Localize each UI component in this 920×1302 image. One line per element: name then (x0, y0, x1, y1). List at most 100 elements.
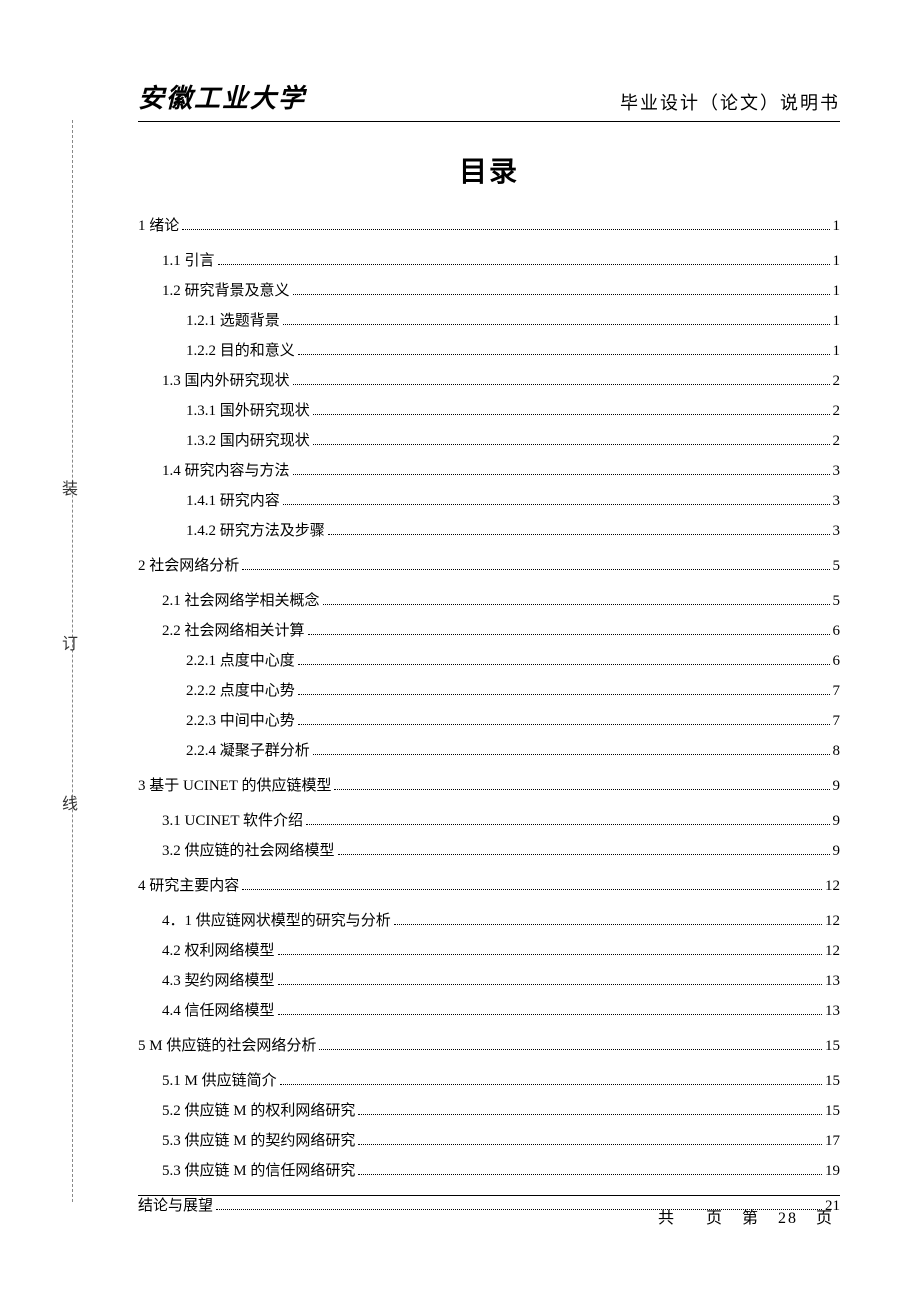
toc-entry-label: 1.2.1 选题背景 (186, 309, 280, 330)
toc-entry-label: 1.2.2 目的和意义 (186, 339, 295, 360)
toc-entry-page: 12 (825, 878, 840, 895)
toc-title: 目录 (138, 150, 840, 190)
footer-total-prefix: 共 (658, 1210, 676, 1227)
toc-leader (242, 557, 829, 571)
toc-leader (278, 1002, 822, 1016)
toc-entry-page: 13 (825, 1003, 840, 1020)
toc-entry: 3 基于 UCINET 的供应链模型 9 (138, 774, 840, 795)
table-of-contents: 1 绪论11.1 引言11.2 研究背景及意义11.2.1 选题背景11.2.2… (138, 214, 840, 1215)
toc-entry-label: 4.4 信任网络模型 (162, 999, 275, 1020)
toc-entry-label: 3 基于 UCINET 的供应链模型 (138, 774, 331, 795)
toc-entry: 1.3.1 国外研究现状2 (186, 399, 840, 420)
toc-entry-label: 1.2 研究背景及意义 (162, 279, 290, 300)
footer-current-page: 28 (778, 1210, 798, 1227)
toc-entry-label: 4 研究主要内容 (138, 874, 239, 895)
toc-leader (293, 462, 830, 476)
toc-entry-page: 6 (833, 653, 841, 670)
toc-entry: 2.2.3 中间中心势 7 (186, 709, 840, 730)
toc-entry-label: 1 绪论 (138, 214, 179, 235)
toc-leader (358, 1102, 822, 1116)
toc-entry-page: 1 (833, 283, 841, 300)
toc-entry-page: 1 (833, 343, 841, 360)
toc-entry-page: 7 (833, 683, 841, 700)
header-doc-type: 毕业设计（论文）说明书 (620, 89, 840, 115)
toc-leader (328, 522, 830, 536)
toc-entry: 2 社会网络分析5 (138, 554, 840, 575)
toc-leader (298, 712, 830, 726)
footer-page-unit-2: 页 (816, 1210, 834, 1227)
toc-leader (306, 812, 830, 826)
toc-entry-label: 2.2.2 点度中心势 (186, 679, 295, 700)
page-body: 安徽工业大学 毕业设计（论文）说明书 目录 1 绪论11.1 引言11.2 研究… (138, 78, 840, 1242)
toc-entry: 4.4 信任网络模型 13 (162, 999, 840, 1020)
toc-entry-page: 1 (833, 253, 841, 270)
toc-entry: 1.4.1 研究内容3 (186, 489, 840, 510)
toc-entry-label: 3.1 UCINET 软件介绍 (162, 809, 303, 830)
toc-entry-page: 2 (833, 433, 841, 450)
toc-entry-page: 3 (833, 463, 841, 480)
toc-entry: 2.2 社会网络相关计算6 (162, 619, 840, 640)
toc-entry: 4.3 契约网络模型13 (162, 969, 840, 990)
toc-leader (182, 217, 829, 231)
toc-entry-page: 1 (833, 313, 841, 330)
toc-entry: 2.1 社会网络学相关概念5 (162, 589, 840, 610)
toc-entry-label: 4．1 供应链网状模型的研究与分析 (162, 909, 391, 930)
toc-leader (358, 1132, 822, 1146)
toc-leader (308, 622, 830, 636)
toc-entry: 1 绪论1 (138, 214, 840, 235)
toc-entry: 5.1 M 供应链简介 15 (162, 1069, 840, 1090)
toc-entry: 1.3 国内外研究现状2 (162, 369, 840, 390)
toc-leader (319, 1037, 822, 1051)
toc-entry-page: 15 (825, 1103, 840, 1120)
footer-page-unit-1: 页 (706, 1210, 724, 1227)
toc-entry: 3.2 供应链的社会网络模型 9 (162, 839, 840, 860)
toc-leader (298, 342, 830, 356)
toc-leader (242, 877, 822, 891)
toc-entry-label: 2.1 社会网络学相关概念 (162, 589, 320, 610)
toc-leader (323, 592, 830, 606)
toc-leader (338, 842, 830, 856)
toc-entry-label: 2.2.1 点度中心度 (186, 649, 295, 670)
toc-entry-label: 2 社会网络分析 (138, 554, 239, 575)
toc-leader (278, 972, 822, 986)
toc-entry: 4.2 权利网络模型12 (162, 939, 840, 960)
toc-entry-page: 7 (833, 713, 841, 730)
toc-entry-label: 3.2 供应链的社会网络模型 (162, 839, 335, 860)
toc-entry-page: 9 (833, 778, 841, 795)
toc-leader (280, 1072, 822, 1086)
toc-leader (283, 492, 830, 506)
toc-entry-label: 1.3.1 国外研究现状 (186, 399, 310, 420)
toc-entry: 5.2 供应链 M 的权利网络研究 15 (162, 1099, 840, 1120)
toc-entry-page: 3 (833, 493, 841, 510)
toc-entry-page: 9 (833, 843, 841, 860)
toc-entry: 3.1 UCINET 软件介绍9 (162, 809, 840, 830)
toc-entry: 1.3.2 国内研究现状 2 (186, 429, 840, 450)
toc-entry-label: 2.2.3 中间中心势 (186, 709, 295, 730)
header-institution: 安徽工业大学 (138, 78, 306, 115)
toc-entry: 4．1 供应链网状模型的研究与分析 12 (162, 909, 840, 930)
toc-leader (218, 252, 830, 266)
toc-entry: 1.2.2 目的和意义 1 (186, 339, 840, 360)
toc-entry-label: 5.2 供应链 M 的权利网络研究 (162, 1099, 355, 1120)
binding-label-1: 装 (62, 475, 78, 499)
toc-entry: 2.2.4 凝聚子群分析8 (186, 739, 840, 760)
toc-leader (313, 742, 830, 756)
toc-entry-page: 12 (825, 913, 840, 930)
toc-entry-label: 4.3 契约网络模型 (162, 969, 275, 990)
footer-current-prefix: 第 (742, 1210, 760, 1227)
toc-entry-label: 5.1 M 供应链简介 (162, 1069, 277, 1090)
footer-rule (138, 1195, 840, 1196)
toc-entry: 4 研究主要内容 12 (138, 874, 840, 895)
toc-entry: 1.4.2 研究方法及步骤3 (186, 519, 840, 540)
toc-entry-label: 5 M 供应链的社会网络分析 (138, 1034, 316, 1055)
toc-entry-label: 1.3 国内外研究现状 (162, 369, 290, 390)
toc-entry-page: 15 (825, 1073, 840, 1090)
toc-entry-page: 15 (825, 1038, 840, 1055)
toc-entry-label: 1.3.2 国内研究现状 (186, 429, 310, 450)
toc-entry: 1.2 研究背景及意义 1 (162, 279, 840, 300)
toc-entry: 5 M 供应链的社会网络分析 15 (138, 1034, 840, 1055)
binding-label-2: 订 (62, 630, 78, 654)
toc-entry-label: 5.3 供应链 M 的信任网络研究 (162, 1159, 355, 1180)
toc-entry-label: 1.4 研究内容与方法 (162, 459, 290, 480)
toc-entry-label: 4.2 权利网络模型 (162, 939, 275, 960)
